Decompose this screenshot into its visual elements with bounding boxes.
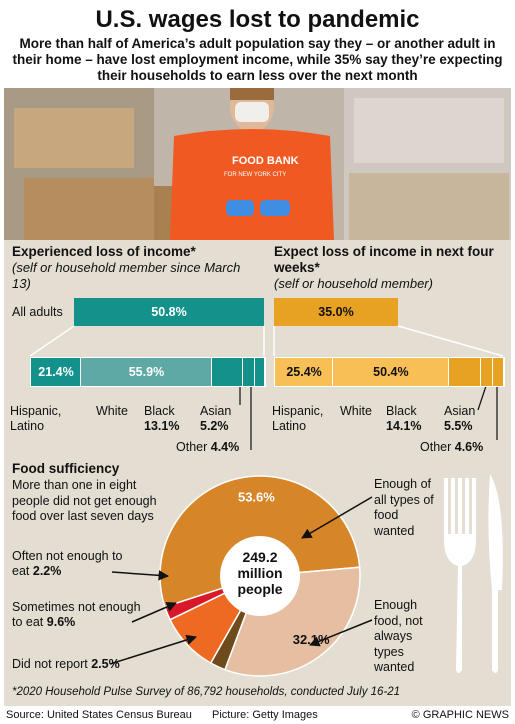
right-heading: Expect loss of income in next four weeks… [274,244,494,275]
breakdown-value-1: 55.9% [128,365,165,379]
breakdown-bar-experienced: 21.4% 55.9% [30,357,266,387]
breakdown-segment-2 [448,358,481,386]
pointer-enough-not [309,619,373,647]
cat-white-right: White [340,404,372,418]
cat-black-right: Black [386,404,417,418]
breakdown-segment-1 [333,358,449,386]
page-title: U.S. wages lost to pandemic [95,6,420,33]
photo-food-bank-worker: FOOD BANK FOR NEW YORK CITY [4,88,511,240]
fork-icon [444,478,476,673]
right-subheading: (self or household member) [274,276,433,291]
connector-left-start [29,325,75,357]
breakdown-segment-2 [211,358,243,386]
bar-label-all-adults-expected: 35.0% [318,305,354,319]
bar-all-adults-expected [274,298,398,326]
cat-other-left: Other 4.4% [176,440,240,454]
food-heading: Food sufficiency [12,461,120,476]
picture-credit: Picture: Getty Images [212,709,318,721]
label-sometimes: Sometimes not enough to eat 9.6% [12,600,141,629]
pointer-not-report [109,634,198,665]
left-subheading: (self or household member since March 13… [12,260,241,291]
breakdown-segment-4 [493,358,504,386]
cat-black-left: Black [144,404,175,418]
bar-label-all-adults-experienced: 50.8% [151,305,187,319]
page-subtitle: More than half of America’s adult popula… [12,36,503,83]
pie-centre-text-2: people [237,581,282,597]
pointer-sometimes [131,601,177,623]
breakdown-segment-3 [242,358,255,386]
pie-centre-text-1: million [237,565,282,581]
left-heading: Experienced loss of income* [12,244,196,259]
value-asian-left: 5.2% [200,419,229,433]
footnote: *2020 Household Pulse Survey of 86,792 h… [12,686,401,698]
value-asian-right: 5.5% [444,419,473,433]
pointer-often [111,570,170,581]
breakdown-segment-0 [31,358,82,386]
value-black-right: 14.1% [386,419,422,433]
shirt-subtext: FOR NEW YORK CITY [224,172,286,178]
fork-knife-icon [444,474,503,673]
label-not-report: Did not report 2.5% [12,657,120,671]
cat-hispanic-left: Hispanic, Latino [10,404,62,433]
breakdown-segment-3 [480,358,494,386]
breakdown-bar-expected: 25.4% 50.4% [274,357,505,387]
pie-centre-text-0: 249.2 [242,549,277,565]
cat-other-right: Other 4.6% [420,440,484,454]
cat-hispanic-right: Hispanic, Latino [272,404,324,433]
all-adults-label: All adults [12,305,63,319]
value-black-left: 13.1% [144,419,180,433]
food-intro: More than one in eight people did not ge… [12,478,157,523]
photo-illustration: FOOD BANK FOR NEW YORK CITY [4,88,511,240]
knife-icon [488,474,503,673]
breakdown-value-1: 50.4% [373,365,409,379]
label-enough-not: Enough food, not always types wanted [374,598,423,674]
breakdown-segment-1 [81,358,212,386]
cat-white-left: White [96,404,128,418]
pointer-enough-all [301,496,373,539]
label-enough-all: Enough of all types of food wanted [374,477,434,538]
cat-asian-right: Asian [444,404,476,418]
footer: Source: United States Census Bureau Pict… [0,706,515,724]
publisher-credit: © GRAPHIC NEWS [411,709,509,721]
source-credit: Source: United States Census Bureau [6,709,192,721]
cat-asian-left: Asian [200,404,232,418]
bar-all-adults-experienced [74,298,264,326]
pie-value-0: 53.6% [238,489,275,504]
connector-right-end [397,325,504,357]
label-often: Often not enough to eat 2.2% [12,549,123,578]
pie-centre-disc [220,536,300,616]
breakdown-value-0: 21.4% [38,365,74,379]
breakdown-segment-0 [275,358,334,386]
shirt-text: FOOD BANK [232,155,299,167]
pointer-asian-right [477,385,487,411]
breakdown-value-0: 25.4% [286,365,322,379]
breakdown-segment-4 [254,358,265,386]
